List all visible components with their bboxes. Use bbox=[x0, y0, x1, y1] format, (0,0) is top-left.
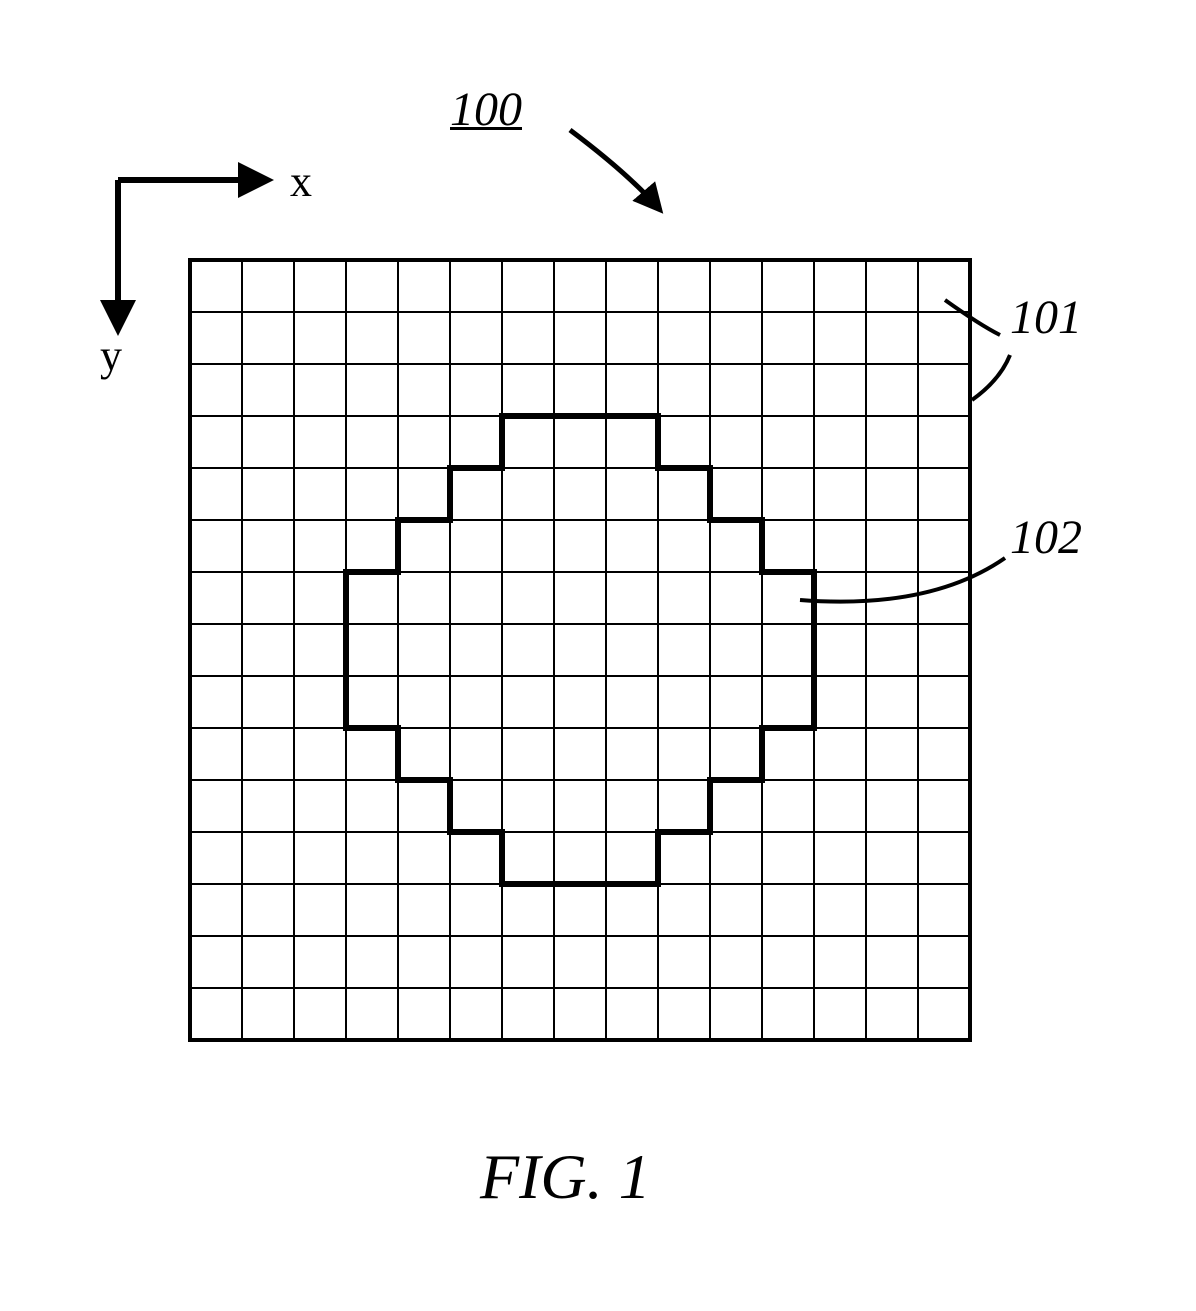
figure-1-container: 100 x y 101 102 FIG. 1 bbox=[0, 0, 1196, 1311]
y-axis-label: y bbox=[100, 330, 122, 381]
x-axis-label: x bbox=[290, 156, 312, 207]
figure-svg bbox=[0, 0, 1196, 1311]
ref-label-101: 101 bbox=[1010, 290, 1082, 345]
figure-caption: FIG. 1 bbox=[480, 1140, 651, 1214]
diagram-id-label: 100 bbox=[450, 82, 522, 137]
ref-label-102: 102 bbox=[1010, 510, 1082, 565]
